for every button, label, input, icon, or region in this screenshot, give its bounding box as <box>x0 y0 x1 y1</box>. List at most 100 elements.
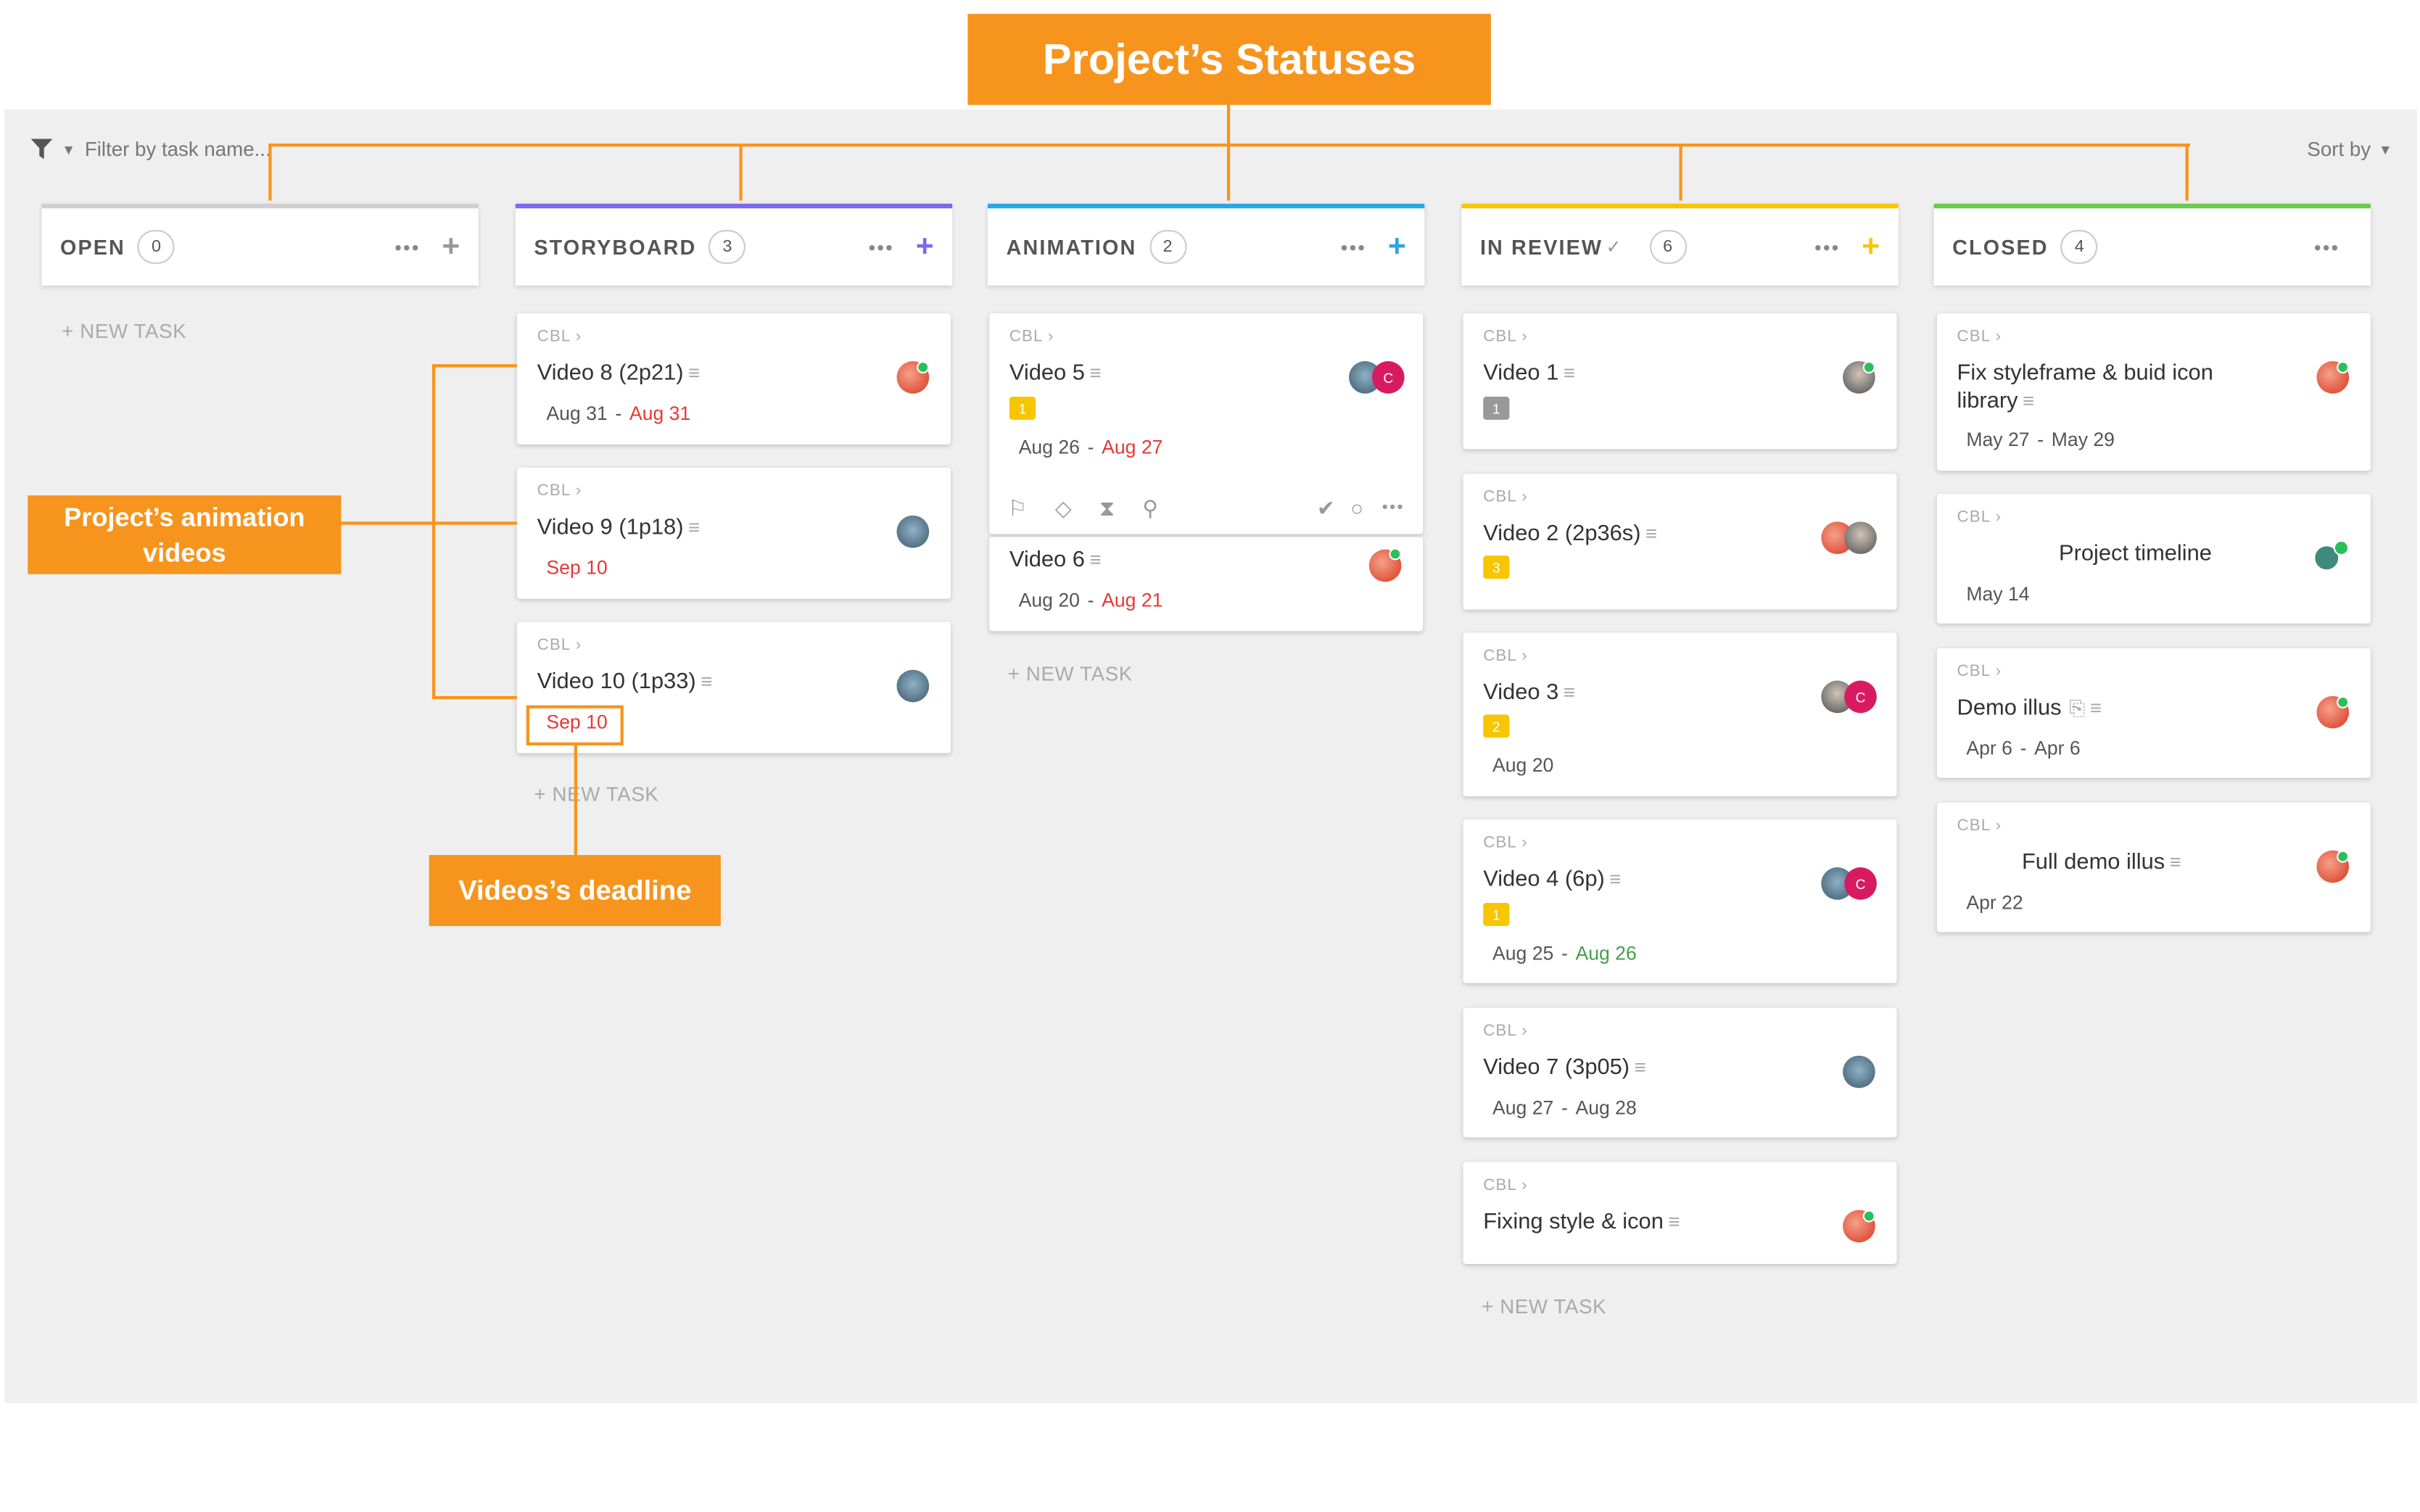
avatar[interactable] <box>896 669 930 703</box>
task-dates[interactable]: Aug 25- Aug 26 <box>1492 943 1637 965</box>
task-card[interactable]: CBL › Video 1 ≡ 1 <box>1463 313 1897 450</box>
plus-icon[interactable]: + <box>442 230 461 264</box>
task-card[interactable]: CBL › Fix styleframe & buid icon library… <box>1936 313 2371 471</box>
task-dates[interactable]: Sep 10 <box>546 557 608 579</box>
task-card[interactable]: CBL › Video 3 ≡ C 2 Aug 20 <box>1463 632 1897 797</box>
column-header-in-review[interactable]: IN REVIEW ✓ 6 ••• + <box>1461 203 1899 286</box>
task-dates[interactable]: Aug 31- Aug 31 <box>546 402 691 425</box>
new-task-open[interactable]: + NEW TASK <box>62 319 187 343</box>
more-dots-icon[interactable]: ••• <box>2313 235 2340 259</box>
new-task-in-review[interactable]: + NEW TASK <box>1482 1294 1607 1318</box>
plus-icon[interactable]: + <box>915 230 934 264</box>
new-task-animation[interactable]: + NEW TASK <box>1007 661 1133 685</box>
breadcrumb[interactable]: CBL › <box>1483 1176 1528 1195</box>
breadcrumb[interactable]: CBL › <box>1483 833 1528 852</box>
task-title[interactable]: Video 5 ≡ <box>1009 360 1102 387</box>
task-dates[interactable]: Aug 20- Aug 21 <box>1018 589 1163 611</box>
plus-icon[interactable]: + <box>1862 230 1880 264</box>
breadcrumb[interactable]: CBL › <box>1483 327 1528 346</box>
breadcrumb[interactable]: CBL › <box>1009 327 1054 346</box>
breadcrumb[interactable]: CBL › <box>537 327 582 346</box>
task-title[interactable]: Video 4 (6p) ≡ <box>1483 867 1622 893</box>
lines-icon: ≡ <box>687 360 701 384</box>
sort-label[interactable]: Sort by <box>2307 137 2371 161</box>
online-status-dot <box>1862 1210 1875 1223</box>
breadcrumb[interactable]: CBL › <box>1483 1021 1528 1041</box>
hourglass-icon[interactable]: ⧗ <box>1099 495 1115 520</box>
task-dates[interactable]: Aug 27- Aug 28 <box>1492 1097 1637 1119</box>
task-dates[interactable]: Aug 20 <box>1492 754 1554 777</box>
task-card[interactable]: CBL › Video 8 (2p21) ≡ Aug 31- Aug 31 <box>516 313 951 445</box>
task-card-expanded[interactable]: CBL › Video 5 ≡ C 1 Aug 26- Aug 27 ⚐ ◇ ⧗ ⚲… <box>989 313 1424 534</box>
task-card[interactable]: CBL › Video 4 (6p) ≡ C 1 Aug 25- Aug 26 <box>1463 819 1897 983</box>
breadcrumb[interactable]: CBL › <box>1483 487 1528 507</box>
task-title[interactable]: Full demo illus ≡ <box>2021 850 2181 875</box>
column-header-open[interactable]: OPEN 0 ••• + <box>41 203 479 286</box>
task-title[interactable]: Video 2 (2p36s) ≡ <box>1483 521 1658 547</box>
task-dates[interactable]: Apr 6- Apr 6 <box>1966 738 2081 760</box>
task-dates[interactable]: May 14 <box>1966 583 2030 606</box>
breadcrumb[interactable]: CBL › <box>1483 646 1528 666</box>
tag-icon[interactable]: ◇ <box>1054 495 1072 520</box>
task-card[interactable]: CBL › Video 2 (2p36s) ≡ 3 <box>1463 474 1897 610</box>
breadcrumb[interactable]: CBL › <box>1957 327 2002 346</box>
task-filter[interactable]: ▼ Filter by task name... <box>30 137 271 161</box>
check-icon[interactable]: ✔ <box>1316 495 1335 520</box>
column-header-storyboard[interactable]: STORYBOARD 3 ••• + <box>515 203 953 286</box>
column-header-closed[interactable]: CLOSED 4 ••• <box>1933 203 2371 286</box>
callout-line <box>268 143 2190 147</box>
task-title[interactable]: Demo illus ⎘ ≡ <box>1957 695 2102 721</box>
task-card[interactable]: CBL › Video 9 (1p18) ≡ Sep 10 <box>516 467 951 599</box>
column-header-animation[interactable]: ANIMATION 2 ••• + <box>988 203 1425 286</box>
task-title[interactable]: Fix styleframe & buid icon library ≡ <box>1957 360 2213 414</box>
breadcrumb[interactable]: CBL › <box>537 635 582 655</box>
circle-icon[interactable]: ○ <box>1350 495 1364 521</box>
chevron-down-icon[interactable]: ▼ <box>62 141 76 157</box>
more-dots-icon[interactable]: ••• <box>1382 498 1405 517</box>
more-dots-icon[interactable]: ••• <box>395 235 421 259</box>
task-title[interactable]: Video 7 (3p05) ≡ <box>1483 1055 1646 1081</box>
avatar[interactable]: C <box>1844 680 1877 714</box>
paperclip-icon[interactable]: ⎘ <box>2069 695 2086 719</box>
task-card[interactable]: CBL › Demo illus ⎘ ≡ Apr 6- Apr 6 <box>1936 648 2371 778</box>
avatar[interactable] <box>1844 521 1877 555</box>
breadcrumb[interactable]: CBL › <box>1957 816 2002 835</box>
funnel-icon[interactable] <box>30 139 53 160</box>
breadcrumb[interactable]: CBL › <box>1957 508 2002 526</box>
deadline-highlight <box>526 705 624 745</box>
breadcrumb[interactable]: CBL › <box>1957 661 2002 681</box>
task-title[interactable]: Video 10 (1p33) ≡ <box>537 669 713 695</box>
task-dates[interactable]: Sep 10 <box>546 711 608 733</box>
task-dates[interactable]: May 27- May 29 <box>1966 429 2115 451</box>
more-dots-icon[interactable]: ••• <box>868 235 894 259</box>
task-card[interactable]: CBL › Fixing style & icon ≡ <box>1463 1162 1897 1264</box>
task-card[interactable]: CBL › Full demo illus ≡ Apr 22 <box>1936 802 2371 933</box>
filter-input[interactable]: Filter by task name... <box>84 137 271 161</box>
chevron-down-icon[interactable]: ▼ <box>2378 141 2392 157</box>
breadcrumb[interactable]: CBL › <box>537 481 582 500</box>
task-dates[interactable]: Apr 22 <box>1966 892 2023 914</box>
task-title[interactable]: Fixing style & icon ≡ <box>1483 1210 1680 1235</box>
new-task-storyboard[interactable]: + NEW TASK <box>534 782 659 806</box>
flag-icon[interactable]: ⚐ <box>1007 495 1028 520</box>
more-dots-icon[interactable]: ••• <box>1814 235 1841 259</box>
task-title[interactable]: Video 3 ≡ <box>1483 680 1575 706</box>
avatar[interactable]: C <box>1371 360 1405 394</box>
task-title[interactable]: Video 1 ≡ <box>1483 360 1575 387</box>
task-title[interactable]: Project timeline <box>2059 541 2212 567</box>
task-card[interactable]: CBL › Video 10 (1p33) ≡ Sep 10 <box>516 621 951 753</box>
dependency-icon[interactable]: ⚲ <box>1142 495 1159 520</box>
avatar[interactable]: C <box>1844 867 1877 900</box>
avatar[interactable] <box>896 515 930 548</box>
task-dates[interactable]: Aug 26- Aug 27 <box>1018 437 1163 459</box>
task-title[interactable]: Video 6 ≡ <box>1009 548 1102 573</box>
sort-control[interactable]: Sort by ▼ <box>2307 137 2392 160</box>
task-card[interactable]: CBL › Video 7 (3p05) ≡ Aug 27- Aug 28 <box>1463 1007 1897 1138</box>
task-card[interactable]: Video 6 ≡ Aug 20- Aug 21 <box>989 537 1424 632</box>
more-dots-icon[interactable]: ••• <box>1340 235 1367 259</box>
task-title[interactable]: Video 9 (1p18) ≡ <box>537 515 701 540</box>
task-card[interactable]: CBL › Project timeline May 14 <box>1936 494 2371 624</box>
avatar[interactable] <box>1843 1055 1875 1088</box>
plus-icon[interactable]: + <box>1387 230 1406 264</box>
task-title[interactable]: Video 8 (2p21) ≡ <box>537 360 701 387</box>
